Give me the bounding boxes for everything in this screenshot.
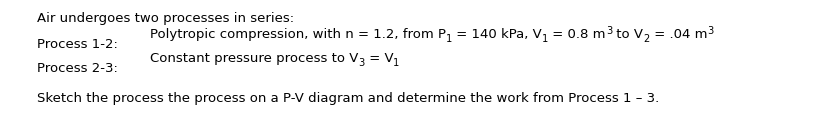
Text: = 0.8 m: = 0.8 m xyxy=(547,28,605,41)
Text: 3: 3 xyxy=(358,57,364,67)
Text: Sketch the process the process on a P-V diagram and determine the work from Proc: Sketch the process the process on a P-V … xyxy=(37,92,658,105)
Text: = .04 m: = .04 m xyxy=(648,28,706,41)
Text: 1: 1 xyxy=(446,33,452,44)
Text: = V: = V xyxy=(364,52,393,65)
Text: 3: 3 xyxy=(605,27,611,36)
Text: Air undergoes two processes in series:: Air undergoes two processes in series: xyxy=(37,12,294,25)
Text: Process 1-2:: Process 1-2: xyxy=(37,38,117,51)
Text: 1: 1 xyxy=(542,33,547,44)
Text: 1: 1 xyxy=(393,57,399,67)
Text: Process 2-3:: Process 2-3: xyxy=(37,62,117,75)
Text: 3: 3 xyxy=(706,27,712,36)
Text: to V: to V xyxy=(611,28,643,41)
Text: Constant pressure process to V: Constant pressure process to V xyxy=(150,52,358,65)
Text: = 140 kPa, V: = 140 kPa, V xyxy=(452,28,542,41)
Text: Polytropic compression, with n = 1.2, from P: Polytropic compression, with n = 1.2, fr… xyxy=(150,28,446,41)
Text: 2: 2 xyxy=(643,33,648,44)
